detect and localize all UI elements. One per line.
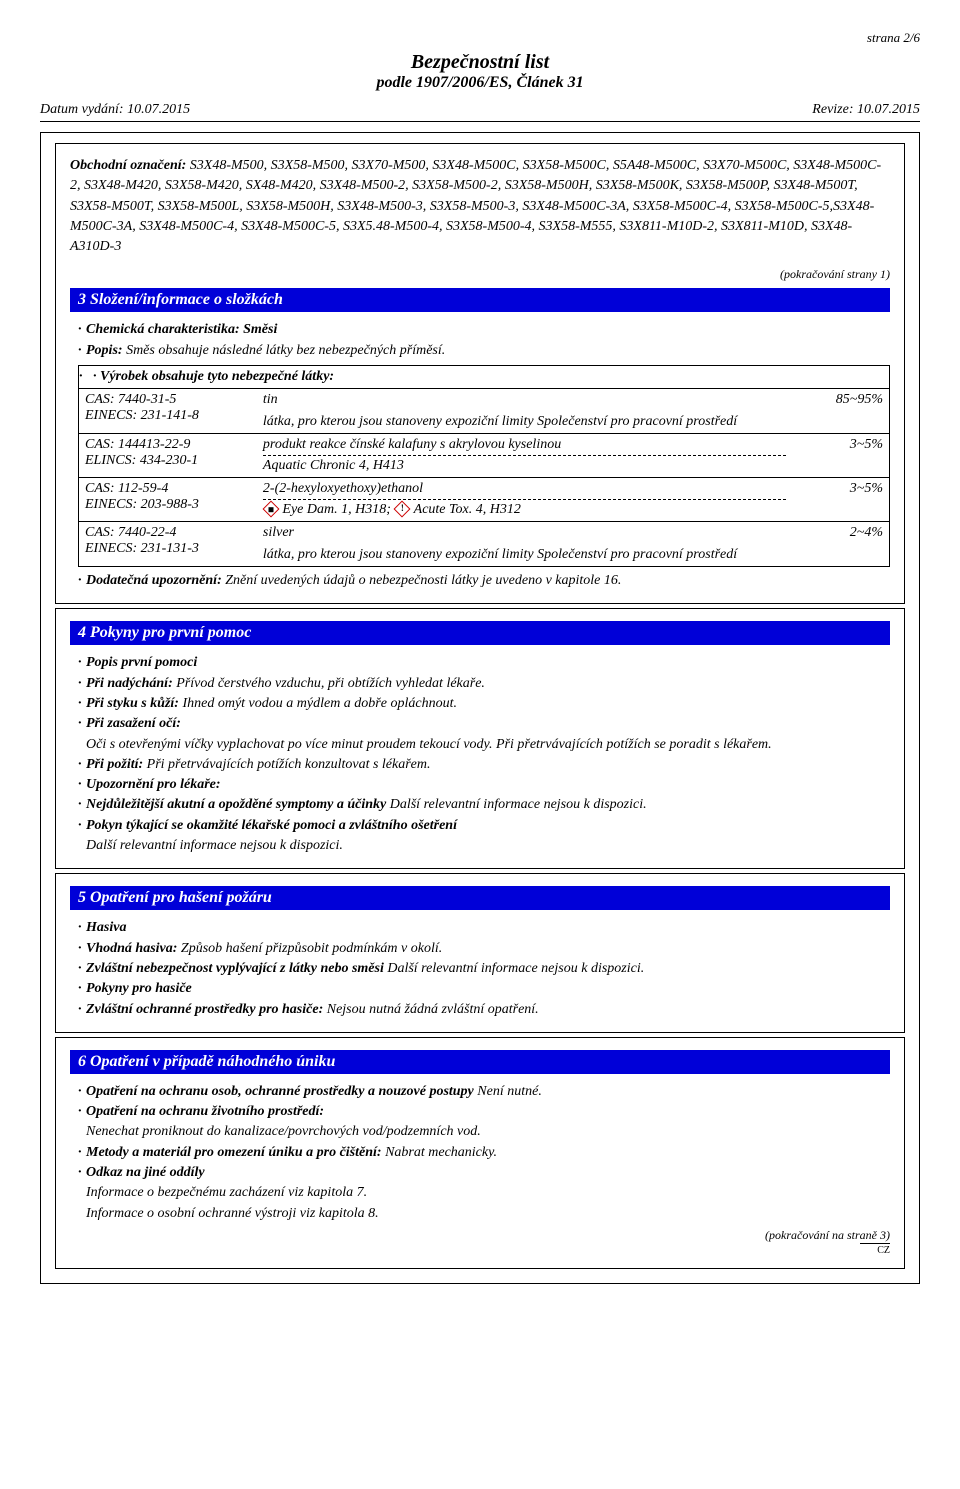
continued-from: (pokračování strany 1) <box>70 267 890 282</box>
hazard-label: Zvláštní nebezpečnost vyplývající z látk… <box>86 961 384 976</box>
first-aid-desc-label: Popis první pomoci <box>86 655 197 670</box>
personal-label: Opatření na ochranu osob, ochranné prost… <box>86 1084 474 1099</box>
popis-label: Popis: <box>86 343 123 358</box>
ppe-text: Nejsou nutná žádná zvláštní opatření. <box>327 1002 539 1017</box>
eye-label: Při zasažení očí: <box>86 716 181 731</box>
ppe-label: Zvláštní ochranné prostředky pro hasiče: <box>86 1002 323 1017</box>
table-cell: produkt reakce čínské kalafuny s akrylov… <box>257 434 792 478</box>
table-cell: látka, pro kterou jsou stanoveny expozič… <box>257 544 792 567</box>
personal-text: Není nutné. <box>477 1084 542 1099</box>
skin-label: Při styku s kůží: <box>86 696 179 711</box>
section6-body: Opatření na ochranu osob, ochranné prost… <box>78 1082 890 1224</box>
main-content-box: Obchodní označení: S3X48-M500, S3X58-M50… <box>40 132 920 1284</box>
section4-box: 4 Pokyny pro první pomoc Popis první pom… <box>55 608 905 869</box>
section4-body: Popis první pomoci Při nadýchání: Přívod… <box>78 653 890 856</box>
table-cell: CAS: 112-59-4EINECS: 203-988-3 <box>79 478 257 522</box>
ghs-corrosion-icon <box>262 500 279 517</box>
section6-heading: 6 Opatření v případě náhodného úniku <box>70 1050 890 1074</box>
additional-text: Znění uvedených údajů o nebezpečnosti lá… <box>225 573 621 588</box>
continued-on: (pokračování na straně 3) <box>70 1228 890 1243</box>
section3-additional: Dodatečná upozornění: Znění uvedených úd… <box>78 571 890 591</box>
popis-text: Směs obsahuje následné látky bez nebezpe… <box>126 343 445 358</box>
skin-text: Ihned omýt vodou a mýdlem a dobře oplách… <box>182 696 457 711</box>
trade-name-value: S3X48-M500, S3X58-M500, S3X70-M500, S3X4… <box>70 158 881 254</box>
table-cell: 3~5% <box>792 478 889 522</box>
document-subtitle: podle 1907/2006/ES, Článek 31 <box>40 74 920 92</box>
medical-text: Další relevantní informace nejsou k disp… <box>78 836 890 856</box>
hasiva-label: Hasiva <box>86 920 126 935</box>
table-cell: CAS: 7440-22-4EINECS: 231-131-3 <box>79 522 257 567</box>
page-number: strana 2/6 <box>40 30 920 46</box>
document-title: Bezpečnostní list <box>40 50 920 74</box>
page: strana 2/6 Bezpečnostní list podle 1907/… <box>0 0 960 1332</box>
table-cell: 3~5% <box>792 434 889 478</box>
ref-text1: Informace o bezpečnému zacházení viz kap… <box>78 1183 890 1203</box>
inhale-text: Přívod čerstvého vzduchu, při obtížích v… <box>176 676 485 691</box>
lang-code: CZ <box>860 1243 890 1256</box>
ref-label: Odkaz na jiné oddíly <box>86 1165 205 1180</box>
symptoms-text: Další relevantní informace nejsou k disp… <box>390 797 647 812</box>
table-cell: tin <box>257 389 792 412</box>
env-text: Nenechat proniknout do kanalizace/povrch… <box>78 1122 890 1142</box>
methods-text: Nabrat mechanicky. <box>385 1145 497 1160</box>
eye-text: Oči s otevřenými víčky vyplachovat po ví… <box>78 735 890 755</box>
issue-date: Datum vydání: 10.07.2015 <box>40 102 190 118</box>
medical-label: Pokyn týkající se okamžité lékařské pomo… <box>86 818 457 833</box>
table-cell: CAS: 7440-31-5EINECS: 231-141-8 <box>79 389 257 434</box>
trade-name-box: Obchodní označení: S3X48-M500, S3X58-M50… <box>55 143 905 604</box>
table-cell: 85~95% <box>792 389 889 434</box>
meta-row: Datum vydání: 10.07.2015 Revize: 10.07.2… <box>40 102 920 122</box>
section4-heading: 4 Pokyny pro první pomoc <box>70 621 890 645</box>
trade-name: Obchodní označení: S3X48-M500, S3X58-M50… <box>70 156 890 257</box>
table-cell: silver <box>257 522 792 545</box>
table-cell: látka, pro kterou jsou stanoveny expozič… <box>257 411 792 434</box>
composition-table: · Výrobek obsahuje tyto nebezpečné látky… <box>78 365 890 567</box>
symptoms-label: Nejdůležitější akutní a opožděné symptom… <box>86 797 386 812</box>
chem-char-label: Chemická charakteristika: Směsi <box>86 322 277 337</box>
section5-body: Hasiva Vhodná hasiva: Způsob hašení přiz… <box>78 918 890 1019</box>
methods-label: Metody a materiál pro omezení úniku a pr… <box>86 1145 382 1160</box>
section5-box: 5 Opatření pro hašení požáru Hasiva Vhod… <box>55 873 905 1032</box>
section6-box: 6 Opatření v případě náhodného úniku Opa… <box>55 1037 905 1269</box>
doctor-label: Upozornění pro lékaře: <box>86 777 221 792</box>
trade-name-label: Obchodní označení: <box>70 158 186 173</box>
ref-text2: Informace o osobní ochranné výstroji viz… <box>78 1204 890 1224</box>
inhale-label: Při nadýchání: <box>86 676 173 691</box>
table-title: Výrobek obsahuje tyto nebezpečné látky: <box>100 369 334 384</box>
env-label: Opatření na ochranu životního prostředí: <box>86 1104 324 1119</box>
table-cell: CAS: 144413-22-9ELINCS: 434-230-1 <box>79 434 257 478</box>
table-cell: 2-(2-hexyloxyethoxy)ethanol Eye Dam. 1, … <box>257 478 792 522</box>
ingest-label: Při požití: <box>86 757 143 772</box>
suitable-text: Způsob hašení přizpůsobit podmínkám v ok… <box>181 941 442 956</box>
section3-heading: 3 Složení/informace o složkách <box>70 288 890 312</box>
hazard-text: Další relevantní informace nejsou k disp… <box>387 961 644 976</box>
section5-heading: 5 Opatření pro hašení požáru <box>70 886 890 910</box>
suitable-label: Vhodná hasiva: <box>86 941 177 956</box>
ghs-exclamation-icon <box>394 500 411 517</box>
ingest-text: Při přetrvávajících potížích konzultovat… <box>147 757 431 772</box>
revision-date: Revize: 10.07.2015 <box>812 102 920 118</box>
section3-body: Chemická charakteristika: Směsi Popis: S… <box>78 320 890 361</box>
additional-label: Dodatečná upozornění: <box>86 573 222 588</box>
advice-label: Pokyny pro hasiče <box>86 981 192 996</box>
table-cell: 2~4% <box>792 522 889 567</box>
